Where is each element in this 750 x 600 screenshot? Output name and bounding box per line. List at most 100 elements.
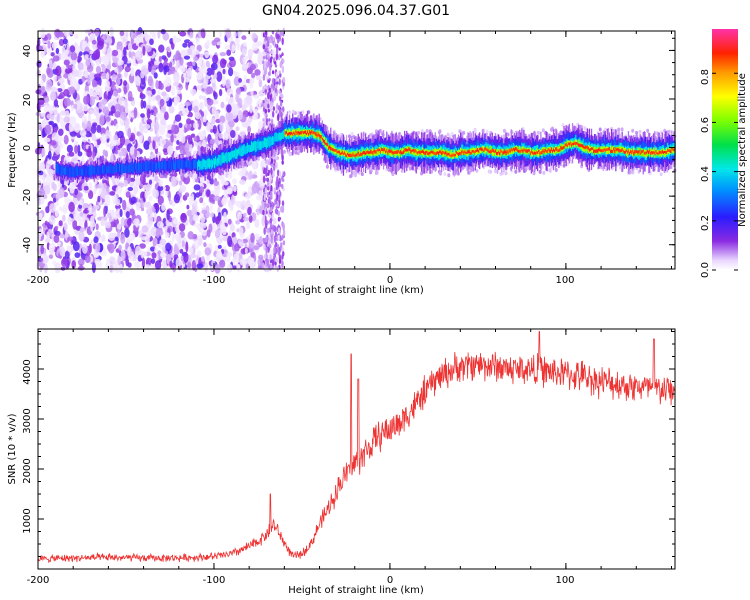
spectrogram-noise-speckle: [49, 91, 57, 101]
spectrogram-noise-speckle: [353, 173, 357, 178]
spectrogram-noise-speckle: [279, 54, 282, 58]
spectrogram-noise-speckle: [235, 220, 241, 225]
spectrogram-noise-speckle: [187, 231, 194, 240]
spectrogram-noise-speckle: [151, 88, 156, 95]
spectrogram-ridge-cell: [107, 165, 109, 173]
spectrogram-noise-speckle: [206, 121, 212, 132]
spectrogram-noise-speckle: [182, 107, 189, 116]
spectrogram-noise-speckle: [44, 97, 50, 103]
spectrogram-noise-speckle: [58, 220, 63, 227]
spectrogram-noise-speckle: [77, 258, 85, 266]
spectrogram-noise-speckle: [214, 229, 221, 239]
spectrogram-noise-speckle: [279, 109, 282, 116]
spectrogram-noise-speckle: [214, 110, 220, 119]
spectrogram-noise-speckle: [225, 28, 232, 39]
spectrogram-noise-speckle: [198, 131, 206, 141]
spectrogram-noise-speckle: [230, 130, 236, 138]
spectrogram-ridge-cell: [77, 167, 80, 175]
spectrogram-noise-speckle: [117, 255, 121, 266]
spectrogram-noise-speckle: [38, 97, 45, 105]
spectrogram-noise-speckle: [206, 86, 214, 95]
spectrogram-noise-speckle: [124, 65, 131, 73]
spectrogram-noise-speckle: [278, 47, 281, 51]
spectrogram-noise-speckle: [74, 145, 78, 154]
spectrogram-noise-speckle: [198, 237, 203, 246]
spectrogram-noise-speckle: [150, 258, 156, 265]
spectrogram-noise-speckle: [211, 99, 219, 105]
spectrogram-noise-speckle: [250, 232, 255, 243]
spectrogram-ridge-cell: [92, 166, 94, 175]
spectrogram-noise-speckle: [49, 247, 55, 255]
spectrogram-noise-speckle: [101, 72, 108, 80]
spectrogram-ridge-cell: [134, 162, 137, 170]
spectrogram-noise-speckle: [142, 100, 147, 109]
spectrogram-noise-speckle: [130, 67, 135, 77]
spectrogram-noise-speckle: [134, 261, 138, 268]
spectrogram-noise-speckle: [263, 196, 266, 201]
spectrogram-noise-speckle: [228, 67, 234, 77]
spectrogram-noise-speckle: [213, 143, 217, 149]
spectrogram-noise-speckle: [265, 199, 269, 204]
spectrogram-noise-speckle: [264, 48, 267, 53]
spectrogram-noise-speckle: [162, 32, 170, 41]
spectrogram-noise-speckle: [111, 74, 118, 81]
spectrogram-noise-speckle: [281, 37, 284, 46]
spectrogram-noise-speckle: [83, 95, 90, 105]
spectrogram-noise-speckle: [166, 209, 170, 221]
spectrogram-noise-speckle: [504, 171, 508, 176]
spectrogram-noise-speckle: [47, 160, 52, 165]
spectrogram-noise-speckle: [211, 67, 215, 76]
spectrogram-noise-speckle: [113, 213, 118, 221]
spectrogram-noise-speckle: [192, 61, 196, 67]
spectrogram-noise-speckle: [274, 87, 278, 94]
spectrogram-noise-speckle: [278, 258, 282, 265]
spectrogram-noise-speckle: [194, 49, 200, 55]
spectrogram-ridge-cell: [151, 161, 153, 171]
spectrogram-ridge-cell: [88, 165, 90, 176]
spectrogram-noise-speckle: [184, 192, 190, 198]
spectrogram-noise-speckle: [270, 190, 273, 199]
spectrogram-noise-speckle: [288, 110, 292, 115]
spectrogram-noise-speckle: [278, 216, 282, 221]
spectrogram-noise-speckle: [239, 258, 247, 266]
spectrogram-noise-speckle: [583, 126, 587, 131]
spectrogram-noise-speckle: [212, 90, 216, 97]
spectrogram-noise-speckle: [67, 216, 72, 226]
spectrogram-noise-speckle: [99, 114, 105, 126]
spectrogram-noise-speckle: [202, 61, 206, 70]
spectrogram-noise-speckle: [400, 168, 404, 173]
spectrogram-noise-speckle: [61, 258, 68, 267]
spectrogram-noise-speckle: [143, 140, 150, 150]
spectrogram-noise-speckle: [83, 209, 89, 214]
spectrogram-noise-speckle: [38, 45, 43, 51]
spectrogram-noise-speckle: [487, 169, 491, 174]
spectrogram-noise-speckle: [262, 237, 265, 242]
spectrogram-noise-speckle: [58, 38, 65, 47]
spectrogram-noise-speckle: [69, 184, 75, 194]
spectrogram-noise-speckle: [146, 118, 152, 125]
spectrogram-noise-speckle: [95, 223, 99, 231]
spectrogram-noise-speckle: [113, 90, 119, 97]
spectrogram-noise-speckle: [157, 185, 164, 192]
spectrogram-noise-speckle: [40, 194, 44, 206]
spectrogram-noise-speckle: [550, 127, 553, 132]
spectrogram-noise-speckle: [118, 244, 122, 251]
spectrogram-noise-speckle: [127, 246, 132, 257]
spectrogram-noise-speckle: [57, 136, 65, 142]
spectrogram-noise-speckle: [52, 197, 57, 203]
spectrogram-noise-speckle: [257, 50, 261, 61]
spectrogram-noise-speckle: [160, 105, 166, 114]
spectrogram-noise-speckle: [233, 30, 237, 39]
spectrogram-noise-speckle: [265, 118, 269, 126]
spectrogram-noise-speckle: [161, 202, 166, 212]
spectrogram-noise-speckle: [239, 131, 246, 137]
spectrogram-ridge-cell: [130, 161, 132, 172]
spectrogram-noise-speckle: [140, 206, 145, 212]
spectrogram-ridge-cell: [116, 162, 119, 173]
spectrogram-frequency-ridge: [55, 110, 676, 183]
spectrogram-noise-speckle: [425, 129, 429, 133]
spectrogram-noise-speckle: [185, 80, 189, 91]
spectrogram-noise-speckle: [186, 118, 192, 125]
spectrogram-noise-speckle: [94, 73, 101, 79]
spectrogram-noise-speckle: [140, 71, 145, 79]
